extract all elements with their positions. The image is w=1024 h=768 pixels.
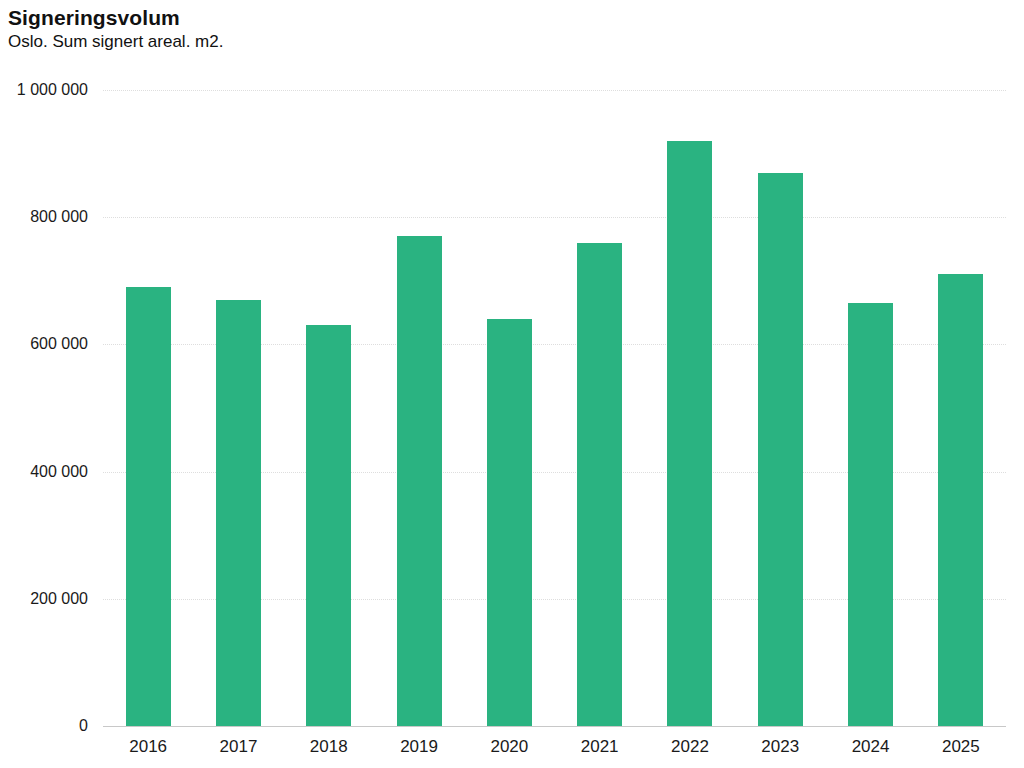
x-tick-label-2016: 2016 xyxy=(103,737,193,757)
bar-2024 xyxy=(848,303,893,726)
bar-2021 xyxy=(577,243,622,726)
y-tick-label-600000: 600 000 xyxy=(0,334,88,354)
x-axis-baseline xyxy=(103,726,1006,727)
x-tick-label-2020: 2020 xyxy=(464,737,554,757)
x-tick-label-2017: 2017 xyxy=(193,737,283,757)
bar-2020 xyxy=(487,319,532,726)
y-tick-label-0: 0 xyxy=(0,716,88,736)
x-tick-label-2025: 2025 xyxy=(916,737,1006,757)
bar-2017 xyxy=(216,300,261,726)
x-tick-label-2024: 2024 xyxy=(825,737,915,757)
x-tick-label-2022: 2022 xyxy=(645,737,735,757)
bar-2018 xyxy=(306,325,351,726)
y-tick-label-400000: 400 000 xyxy=(0,462,88,482)
y-tick-label-1000000: 1 000 000 xyxy=(0,80,88,100)
y-tick-label-800000: 800 000 xyxy=(0,207,88,227)
bar-2016 xyxy=(126,287,171,726)
bar-2023 xyxy=(758,173,803,726)
gridline-1000000 xyxy=(103,90,1006,91)
y-tick-label-200000: 200 000 xyxy=(0,589,88,609)
bar-2025 xyxy=(938,274,983,726)
x-tick-label-2019: 2019 xyxy=(374,737,464,757)
x-tick-label-2021: 2021 xyxy=(555,737,645,757)
x-tick-label-2023: 2023 xyxy=(735,737,825,757)
x-tick-label-2018: 2018 xyxy=(284,737,374,757)
bar-2019 xyxy=(397,236,442,726)
bar-2022 xyxy=(667,141,712,726)
bar-chart-plot-area: 1 000 000 800 000 600 000 400 000 200 000 0 20… xyxy=(0,0,1024,768)
gridline-800000 xyxy=(103,217,1006,218)
chart-page: Signeringsvolum Oslo. Sum signert areal.… xyxy=(0,0,1024,768)
